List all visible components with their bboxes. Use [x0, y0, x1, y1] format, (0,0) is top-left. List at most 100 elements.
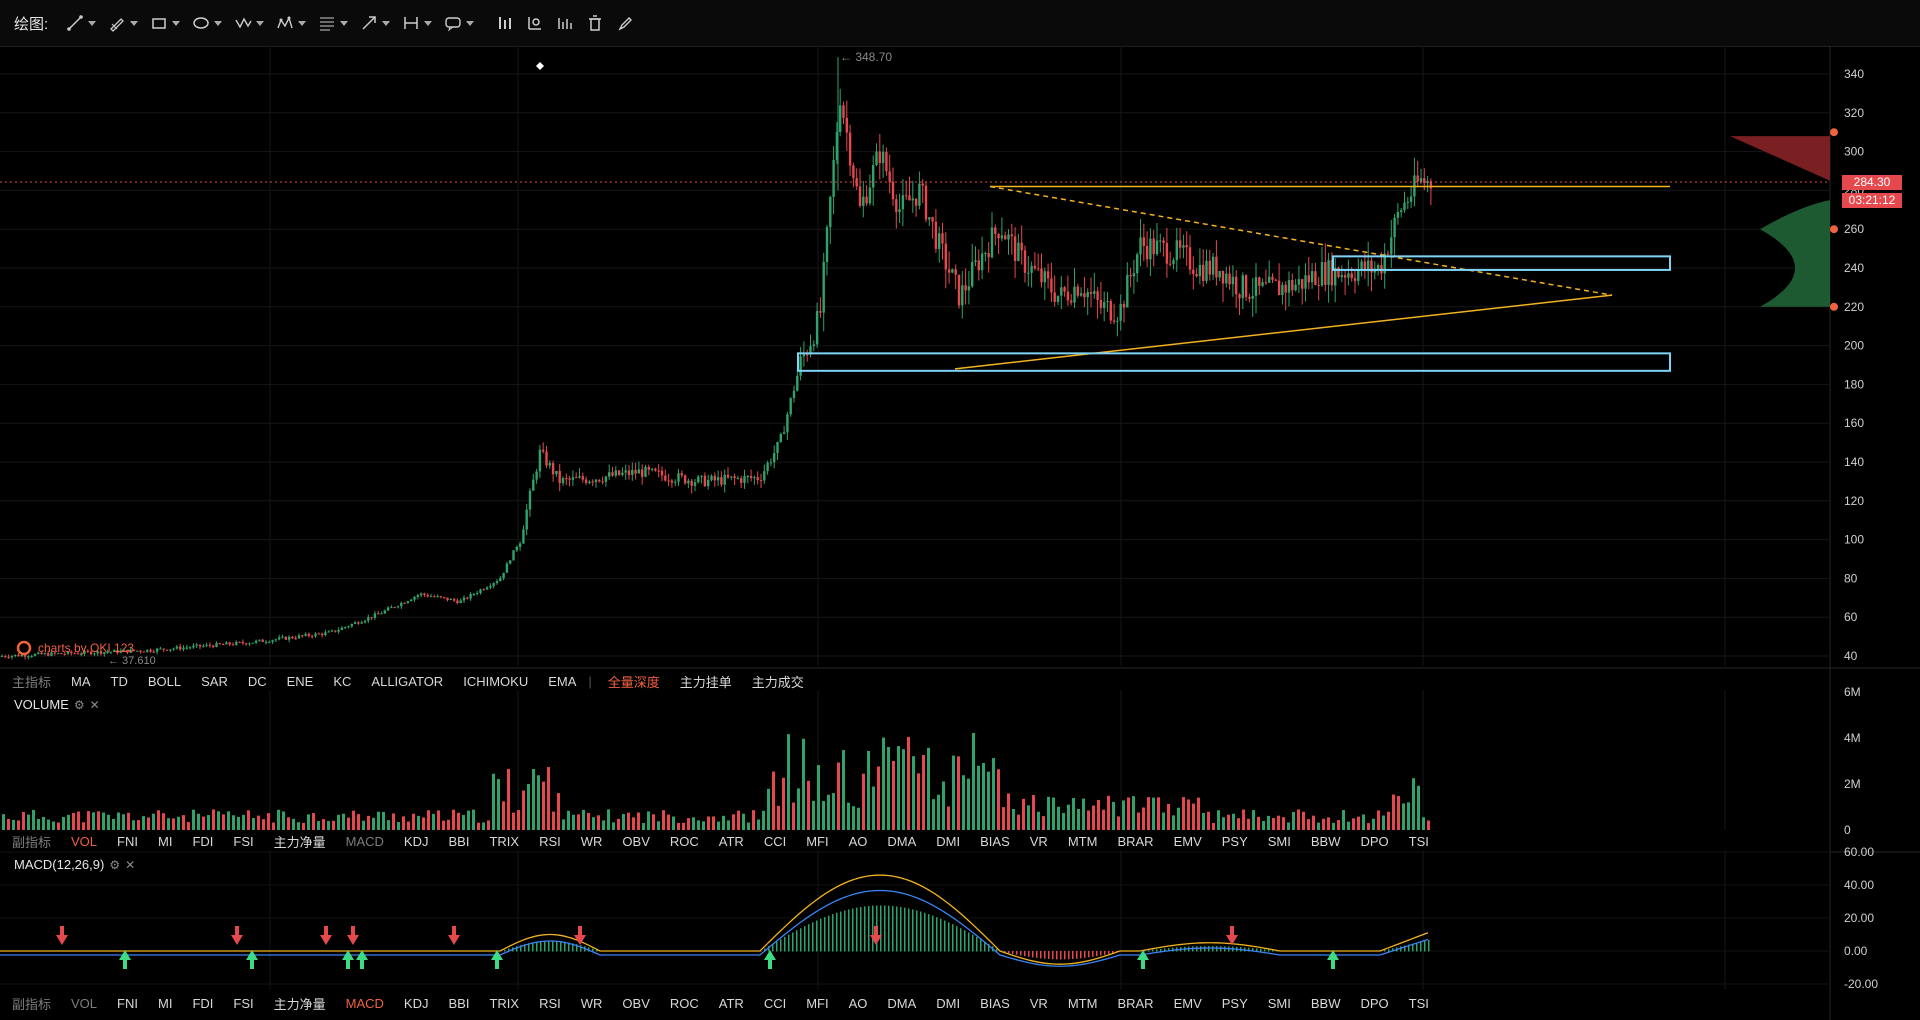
- fib-tool-button[interactable]: [314, 8, 352, 38]
- pattern-tool-button[interactable]: [272, 8, 310, 38]
- chevron-down-icon[interactable]: [256, 20, 265, 26]
- wave-tool-button[interactable]: [230, 8, 268, 38]
- indicator-vol[interactable]: VOL: [71, 833, 98, 849]
- indicator-atr[interactable]: ATR: [718, 833, 744, 849]
- indicator-wr[interactable]: WR: [580, 833, 603, 849]
- indicator-vr[interactable]: VR: [1029, 995, 1048, 1011]
- indicator-obv[interactable]: OBV: [622, 833, 650, 849]
- indicator-emv[interactable]: EMV: [1173, 995, 1202, 1011]
- indicator-ma[interactable]: MA: [71, 673, 91, 689]
- indicator-kdj[interactable]: KDJ: [403, 833, 429, 849]
- indicator-psy[interactable]: PSY: [1221, 833, 1248, 849]
- indicator-emv[interactable]: EMV: [1173, 833, 1202, 849]
- indicator-mfi[interactable]: MFI: [806, 995, 829, 1011]
- indicator-mtm[interactable]: MTM: [1067, 995, 1098, 1011]
- measure-tool-button[interactable]: [398, 8, 436, 38]
- indicator-dma[interactable]: DMA: [887, 995, 917, 1011]
- chevron-down-icon[interactable]: [172, 20, 181, 26]
- delete-button[interactable]: [582, 8, 608, 38]
- indicator-fsi[interactable]: FSI: [233, 833, 254, 849]
- indicator-obv[interactable]: OBV: [622, 995, 650, 1011]
- indicator-ichimoku[interactable]: ICHIMOKU: [463, 673, 529, 689]
- indicator-macd[interactable]: MACD: [345, 833, 384, 849]
- indicator-macd[interactable]: MACD: [345, 995, 384, 1011]
- indicator-td[interactable]: TD: [110, 673, 128, 689]
- indicator-alligator[interactable]: ALLIGATOR: [371, 673, 444, 689]
- indicator-dpo[interactable]: DPO: [1360, 995, 1389, 1011]
- indicator-fni[interactable]: FNI: [117, 995, 138, 1011]
- chevron-down-icon[interactable]: [340, 20, 349, 26]
- settings-icon[interactable]: ⚙: [109, 857, 121, 872]
- arrow-tool-button[interactable]: [356, 8, 394, 38]
- chevron-down-icon[interactable]: [424, 20, 433, 26]
- settings-icon[interactable]: ⚙: [73, 697, 85, 712]
- indicator-dpo[interactable]: DPO: [1360, 833, 1389, 849]
- bars-button[interactable]: [492, 8, 518, 38]
- indicator-mfi[interactable]: MFI: [806, 833, 829, 849]
- ellipse-tool-button[interactable]: [188, 8, 226, 38]
- comment-tool-button[interactable]: [440, 8, 478, 38]
- indicator-bias[interactable]: BIAS: [980, 833, 1010, 849]
- indicator-kc[interactable]: KC: [333, 673, 352, 689]
- indicator-dc[interactable]: DC: [247, 673, 267, 689]
- indicator-brar[interactable]: BRAR: [1117, 833, 1154, 849]
- brush-button[interactable]: [612, 8, 638, 38]
- indicator-dma[interactable]: DMA: [887, 833, 917, 849]
- indicator-ao[interactable]: AO: [848, 833, 868, 849]
- indicator-bbw[interactable]: BBW: [1310, 833, 1341, 849]
- chevron-down-icon[interactable]: [382, 20, 391, 26]
- indicator-bbi[interactable]: BBI: [448, 833, 470, 849]
- kline-chart[interactable]: 3403203002802602402202001801601401201008…: [0, 46, 1920, 1020]
- indicator-rsi[interactable]: RSI: [539, 833, 561, 849]
- indicator-atr[interactable]: ATR: [718, 995, 744, 1011]
- indicator-ao[interactable]: AO: [848, 995, 868, 1011]
- indicator-wr[interactable]: WR: [580, 995, 603, 1011]
- indicator-rsi[interactable]: RSI: [539, 995, 561, 1011]
- indicator-cci[interactable]: CCI: [763, 833, 787, 849]
- indicator-extra-2[interactable]: 主力成交: [751, 674, 804, 690]
- indicator-bbi[interactable]: BBI: [448, 995, 470, 1011]
- indicator-fdi[interactable]: FDI: [192, 833, 214, 849]
- chevron-down-icon[interactable]: [466, 20, 475, 26]
- indicator-mtm[interactable]: MTM: [1067, 833, 1098, 849]
- indicator-trix[interactable]: TRIX: [489, 833, 520, 849]
- chevron-down-icon[interactable]: [214, 20, 223, 26]
- indicator-sar[interactable]: SAR: [201, 673, 228, 689]
- indicator-vr[interactable]: VR: [1029, 833, 1048, 849]
- indicator-主力净量[interactable]: 主力净量: [273, 834, 326, 850]
- chart-settings-button[interactable]: [522, 8, 548, 38]
- indicator-bias[interactable]: BIAS: [980, 995, 1010, 1011]
- indicator-mi[interactable]: MI: [157, 833, 173, 849]
- rectangle-tool-button[interactable]: [146, 8, 184, 38]
- indicator-extra-1[interactable]: 主力挂单: [679, 674, 732, 690]
- indicator-roc[interactable]: ROC: [669, 833, 699, 849]
- indicator-tsi[interactable]: TSI: [1408, 995, 1429, 1011]
- indicator-smi[interactable]: SMI: [1267, 995, 1291, 1011]
- indicator-主力净量[interactable]: 主力净量: [273, 996, 326, 1012]
- indicator-boll[interactable]: BOLL: [147, 673, 182, 689]
- indicator-cci[interactable]: CCI: [763, 995, 787, 1011]
- line-tool-button[interactable]: [62, 8, 100, 38]
- indicator-vol[interactable]: VOL: [71, 995, 98, 1011]
- indicator-fdi[interactable]: FDI: [192, 995, 214, 1011]
- indicator-brar[interactable]: BRAR: [1117, 995, 1154, 1011]
- close-icon[interactable]: ✕: [89, 697, 100, 712]
- indicator-bbw[interactable]: BBW: [1310, 995, 1341, 1011]
- indicator-dmi[interactable]: DMI: [936, 833, 961, 849]
- indicator-ema[interactable]: EMA: [548, 673, 577, 689]
- indicator-kdj[interactable]: KDJ: [403, 995, 429, 1011]
- indicator-mi[interactable]: MI: [157, 995, 173, 1011]
- indicator-roc[interactable]: ROC: [669, 995, 699, 1011]
- pencil-tool-button[interactable]: [104, 8, 142, 38]
- indicator-fsi[interactable]: FSI: [233, 995, 254, 1011]
- indicator-smi[interactable]: SMI: [1267, 833, 1291, 849]
- indicator-trix[interactable]: TRIX: [489, 995, 520, 1011]
- indicator-fni[interactable]: FNI: [117, 833, 138, 849]
- indicator-dmi[interactable]: DMI: [936, 995, 961, 1011]
- chevron-down-icon[interactable]: [88, 20, 97, 26]
- indicator-extra-0[interactable]: 全量深度: [607, 674, 660, 690]
- indicator-tsi[interactable]: TSI: [1408, 833, 1429, 849]
- chevron-down-icon[interactable]: [130, 20, 139, 26]
- indicator-psy[interactable]: PSY: [1221, 995, 1248, 1011]
- close-icon[interactable]: ✕: [125, 857, 136, 872]
